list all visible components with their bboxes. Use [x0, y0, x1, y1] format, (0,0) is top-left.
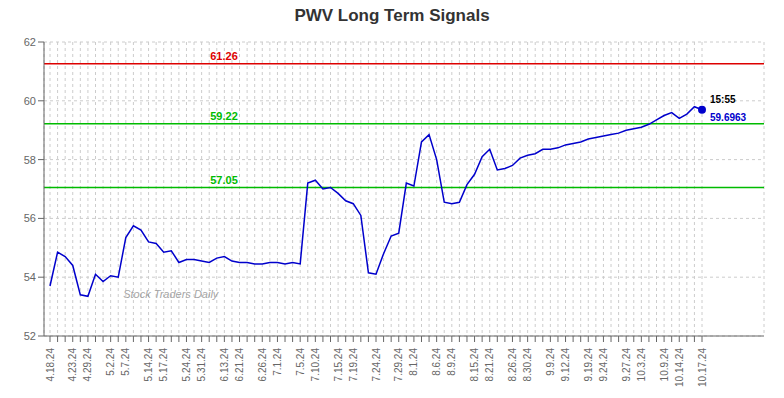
- svg-text:56: 56: [24, 212, 36, 224]
- svg-text:60: 60: [24, 95, 36, 107]
- svg-text:9.19.24: 9.19.24: [583, 348, 594, 382]
- svg-text:9.12.24: 9.12.24: [560, 348, 571, 382]
- svg-text:8.21.24: 8.21.24: [484, 348, 495, 382]
- svg-text:10.9.24: 10.9.24: [659, 348, 670, 382]
- svg-text:7.5.24: 7.5.24: [295, 348, 306, 376]
- svg-text:8.6.24: 8.6.24: [431, 348, 442, 376]
- svg-text:4.18.24: 4.18.24: [45, 348, 56, 382]
- svg-text:58: 58: [24, 154, 36, 166]
- svg-text:7.29.24: 7.29.24: [393, 348, 404, 382]
- html-text:PWV Long Term Signals: PWV Long Term Signals: [294, 6, 490, 25]
- svg-text:62: 62: [24, 36, 36, 48]
- svg-text:5.7.24: 5.7.24: [120, 348, 131, 376]
- svg-text:7.15.24: 7.15.24: [333, 348, 344, 382]
- svg-text:59.6963: 59.6963: [710, 112, 747, 123]
- svg-text:10.14.24: 10.14.24: [674, 348, 685, 387]
- svg-text:4.23.24: 4.23.24: [67, 348, 78, 382]
- svg-text:15:55: 15:55: [710, 94, 736, 105]
- svg-text:6.13.24: 6.13.24: [219, 348, 230, 382]
- svg-text:61.26: 61.26: [210, 50, 238, 62]
- svg-text:9.9.24: 9.9.24: [545, 348, 556, 376]
- svg-text:5.17.24: 5.17.24: [158, 348, 169, 382]
- svg-text:10.3.24: 10.3.24: [636, 348, 647, 382]
- svg-text:59.22: 59.22: [210, 110, 238, 122]
- svg-text:7.24.24: 7.24.24: [371, 348, 382, 382]
- svg-text:8.26.24: 8.26.24: [507, 348, 518, 382]
- svg-text:5.14.24: 5.14.24: [143, 348, 154, 382]
- svg-text:8.15.24: 8.15.24: [469, 348, 480, 382]
- svg-text:5.2.24: 5.2.24: [105, 348, 116, 376]
- html-text:Stock Traders Daily: Stock Traders Daily: [123, 287, 219, 300]
- svg-text:52: 52: [24, 330, 36, 342]
- svg-text:9.27.24: 9.27.24: [621, 348, 632, 382]
- svg-text:8.9.24: 8.9.24: [446, 348, 457, 376]
- svg-text:6.26.24: 6.26.24: [257, 348, 268, 382]
- svg-text:4.29.24: 4.29.24: [82, 348, 93, 382]
- svg-text:8.30.24: 8.30.24: [522, 348, 533, 382]
- svg-text:8.1.24: 8.1.24: [408, 348, 419, 376]
- svg-text:5.24.24: 5.24.24: [181, 348, 192, 382]
- svg-text:9.24.24: 9.24.24: [598, 348, 609, 382]
- svg-text:5.31.24: 5.31.24: [196, 348, 207, 382]
- svg-text:7.19.24: 7.19.24: [348, 348, 359, 382]
- svg-text:57.05: 57.05: [210, 174, 238, 186]
- svg-text:6.21.24: 6.21.24: [234, 348, 245, 382]
- svg-text:54: 54: [24, 271, 36, 283]
- svg-text:7.10.24: 7.10.24: [310, 348, 321, 382]
- svg-text:7.1.24: 7.1.24: [272, 348, 283, 376]
- svg-text:10.17.24: 10.17.24: [697, 348, 708, 387]
